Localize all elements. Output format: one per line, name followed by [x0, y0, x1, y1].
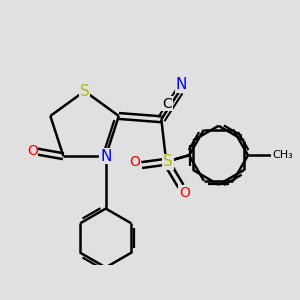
Text: N: N — [100, 149, 111, 164]
Text: O: O — [27, 144, 38, 158]
Text: C: C — [162, 97, 172, 111]
Text: S: S — [80, 84, 89, 99]
Text: N: N — [175, 77, 187, 92]
Text: O: O — [130, 155, 141, 169]
Text: CH₃: CH₃ — [272, 150, 293, 160]
Text: S: S — [163, 154, 173, 169]
Text: O: O — [179, 186, 190, 200]
